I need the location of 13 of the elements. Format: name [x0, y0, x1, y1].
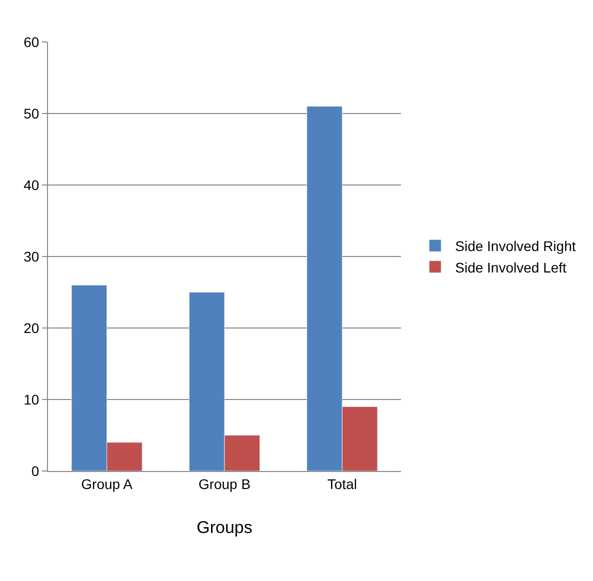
y-tick-label: 20 [24, 320, 40, 336]
legend-label: Side Involved Right [455, 238, 576, 254]
y-tick-label: 0 [31, 462, 40, 479]
x-tick-label: Group A [81, 476, 134, 492]
x-axis-title: Groups [196, 518, 252, 538]
y-tick-label: 10 [24, 391, 40, 408]
legend-label: Side Involved Left [455, 259, 567, 276]
x-tick-label: Total [327, 476, 357, 492]
y-tick-label: 60 [24, 34, 40, 50]
x-tick-label: Group B [198, 476, 251, 492]
y-tick-label: 40 [24, 176, 40, 193]
y-tick-label: 50 [24, 105, 40, 122]
y-tick-label: 30 [24, 248, 40, 264]
